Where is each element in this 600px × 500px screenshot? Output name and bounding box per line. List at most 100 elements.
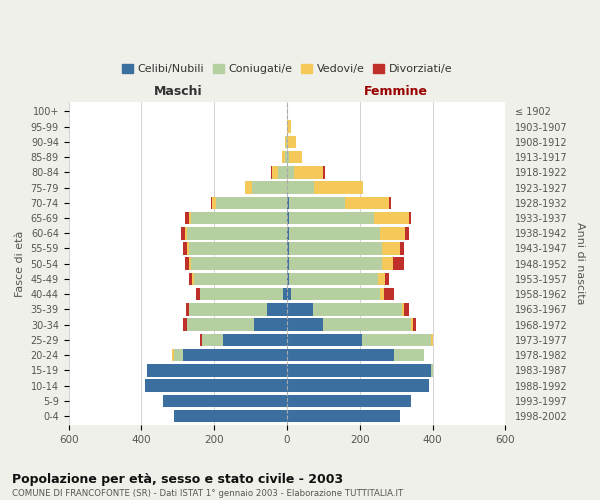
Bar [380,288,383,300]
Bar [287,196,289,209]
Bar [392,258,404,270]
Bar [191,258,287,270]
Bar [378,272,385,285]
Bar [216,196,287,209]
Bar [385,272,389,285]
Bar [189,242,287,254]
Bar [211,196,212,209]
Bar [174,349,184,362]
Bar [285,151,287,164]
Bar [380,227,406,239]
Bar [402,303,404,316]
Bar [286,136,287,148]
Bar [272,166,278,178]
Bar [287,334,362,346]
Bar [281,151,285,164]
Text: Popolazione per età, sesso e stato civile - 2003: Popolazione per età, sesso e stato civil… [12,472,343,486]
Text: COMUNE DI FRANCOFONTE (SR) - Dati ISTAT 1° gennaio 2003 - Elaborazione TUTTITALI: COMUNE DI FRANCOFONTE (SR) - Dati ISTAT … [12,489,403,498]
Bar [172,349,174,362]
Bar [287,318,323,331]
Bar [289,258,382,270]
Bar [289,151,302,164]
Bar [278,166,287,178]
Bar [287,272,289,285]
Bar [382,258,392,270]
Bar [287,242,289,254]
Bar [283,288,287,300]
Bar [287,288,290,300]
Bar [245,182,253,194]
Bar [187,242,189,254]
Bar [431,334,433,346]
Bar [189,303,267,316]
Bar [200,334,202,346]
Bar [189,272,193,285]
Bar [287,120,290,133]
Bar [186,303,189,316]
Bar [362,334,431,346]
Bar [284,136,286,148]
Bar [289,242,382,254]
Bar [193,272,194,285]
Text: Femmine: Femmine [364,84,428,98]
Bar [406,227,409,239]
Bar [223,334,287,346]
Bar [287,182,314,194]
Bar [287,364,431,376]
Bar [289,272,378,285]
Bar [189,212,191,224]
Bar [196,288,200,300]
Bar [185,227,187,239]
Bar [314,182,364,194]
Bar [287,349,394,362]
Bar [413,318,416,331]
Bar [254,318,287,331]
Bar [382,242,400,254]
Bar [184,349,287,362]
Bar [345,196,389,209]
Bar [253,182,287,194]
Bar [409,212,411,224]
Bar [174,410,287,422]
Legend: Celibi/Nubili, Coniugati/e, Vedovi/e, Divorziati/e: Celibi/Nubili, Coniugati/e, Vedovi/e, Di… [117,60,457,78]
Bar [287,394,411,407]
Bar [287,136,296,148]
Bar [147,364,287,376]
Bar [185,258,189,270]
Bar [404,303,409,316]
Bar [289,196,345,209]
Bar [295,166,323,178]
Bar [287,258,289,270]
Bar [287,227,289,239]
Bar [411,318,413,331]
Y-axis label: Fasce di età: Fasce di età [15,230,25,297]
Bar [287,380,429,392]
Bar [271,166,272,178]
Bar [287,303,313,316]
Bar [200,288,283,300]
Text: Maschi: Maschi [154,84,202,98]
Bar [187,318,254,331]
Bar [163,394,287,407]
Y-axis label: Anni di nascita: Anni di nascita [575,222,585,305]
Bar [287,212,289,224]
Bar [191,212,287,224]
Bar [400,242,404,254]
Bar [323,318,411,331]
Bar [184,318,187,331]
Bar [431,364,433,376]
Bar [290,288,380,300]
Bar [187,227,287,239]
Bar [202,334,223,346]
Bar [374,212,409,224]
Bar [212,196,216,209]
Bar [289,227,380,239]
Bar [289,212,374,224]
Bar [287,151,289,164]
Bar [184,242,187,254]
Bar [287,166,295,178]
Bar [194,272,287,285]
Bar [267,303,287,316]
Bar [389,196,391,209]
Bar [185,212,189,224]
